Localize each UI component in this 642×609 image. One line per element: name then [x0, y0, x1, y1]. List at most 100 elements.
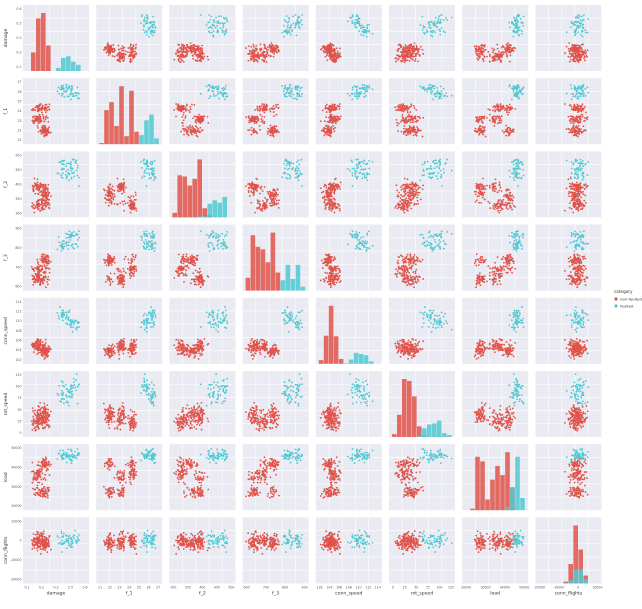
point-non-faulted: [34, 115, 36, 118]
point-non-faulted: [409, 133, 412, 135]
point-non-faulted: [496, 43, 499, 46]
point-non-faulted: [508, 44, 511, 46]
point-non-faulted: [397, 48, 400, 51]
hist-bar-faulted: [76, 64, 81, 71]
point-non-faulted: [46, 187, 49, 190]
point-faulted: [351, 98, 354, 101]
point-non-faulted: [106, 44, 109, 47]
point-faulted: [287, 173, 289, 176]
point-non-faulted: [124, 186, 127, 189]
point-non-faulted: [250, 55, 252, 58]
point-non-faulted: [194, 45, 197, 48]
point-faulted: [576, 15, 579, 18]
point-faulted: [295, 34, 298, 37]
point-non-faulted: [201, 44, 203, 47]
panel-0-7: [535, 5, 602, 71]
point-non-faulted: [133, 208, 136, 211]
point-faulted: [298, 27, 301, 30]
point-non-faulted: [473, 45, 476, 48]
point-faulted: [581, 30, 584, 33]
point-non-faulted: [36, 118, 39, 120]
point-non-faulted: [176, 55, 179, 57]
point-non-faulted: [33, 211, 36, 214]
point-non-faulted: [122, 53, 125, 56]
point-non-faulted: [396, 124, 399, 127]
point-non-faulted: [191, 130, 194, 133]
point-non-faulted: [184, 127, 186, 130]
point-non-faulted: [275, 191, 278, 194]
point-non-faulted: [412, 58, 414, 61]
point-non-faulted: [477, 120, 480, 122]
point-non-faulted: [50, 131, 52, 134]
point-faulted: [584, 29, 587, 31]
point-non-faulted: [330, 126, 333, 128]
point-non-faulted: [331, 205, 334, 208]
hist-bar-non-faulted: [182, 176, 187, 218]
point-faulted: [286, 26, 289, 29]
point-non-faulted: [32, 115, 35, 118]
point-non-faulted: [406, 115, 409, 118]
point-non-faulted: [38, 115, 41, 118]
point-non-faulted: [173, 109, 176, 111]
hist-bar-non-faulted: [202, 208, 207, 218]
point-non-faulted: [405, 197, 408, 200]
point-non-faulted: [323, 46, 326, 49]
hist-bar-faulted: [207, 203, 212, 218]
point-non-faulted: [45, 107, 48, 109]
point-non-faulted: [499, 109, 502, 112]
point-non-faulted: [325, 116, 328, 118]
point-non-faulted: [41, 186, 44, 189]
point-non-faulted: [396, 58, 399, 61]
point-non-faulted: [398, 103, 400, 106]
point-non-faulted: [505, 108, 508, 111]
point-non-faulted: [492, 106, 495, 108]
point-non-faulted: [409, 126, 411, 128]
point-faulted: [351, 93, 354, 95]
point-non-faulted: [506, 113, 509, 116]
panel-1-4: [315, 78, 382, 145]
point-non-faulted: [275, 199, 278, 202]
point-faulted: [357, 20, 360, 23]
point-faulted: [284, 84, 286, 87]
point-non-faulted: [108, 189, 111, 192]
point-faulted: [569, 26, 572, 29]
point-non-faulted: [43, 189, 46, 192]
point-non-faulted: [129, 211, 132, 214]
point-non-faulted: [42, 124, 45, 127]
point-non-faulted: [199, 118, 201, 120]
point-non-faulted: [508, 46, 511, 49]
point-non-faulted: [250, 201, 253, 204]
point-non-faulted: [570, 129, 572, 132]
point-non-faulted: [581, 103, 584, 106]
hist-bar-faulted: [139, 135, 144, 145]
point-non-faulted: [247, 189, 250, 192]
point-non-faulted: [131, 205, 133, 208]
point-faulted: [199, 14, 202, 16]
point-faulted: [445, 92, 447, 95]
hist-bar-non-faulted: [36, 18, 41, 71]
point-faulted: [361, 160, 364, 163]
point-non-faulted: [196, 126, 198, 129]
point-non-faulted: [500, 115, 503, 117]
point-faulted: [148, 35, 150, 38]
point-non-faulted: [586, 116, 589, 118]
point-non-faulted: [402, 133, 405, 135]
point-non-faulted: [200, 120, 202, 122]
point-non-faulted: [330, 44, 333, 46]
point-faulted: [300, 158, 303, 161]
point-non-faulted: [330, 113, 333, 116]
point-faulted: [140, 22, 142, 25]
point-non-faulted: [32, 189, 35, 192]
point-non-faulted: [333, 211, 336, 214]
point-non-faulted: [32, 122, 35, 124]
point-non-faulted: [491, 47, 494, 50]
point-non-faulted: [415, 48, 418, 51]
point-non-faulted: [269, 204, 272, 207]
point-non-faulted: [407, 133, 409, 136]
point-non-faulted: [325, 184, 328, 187]
point-faulted: [290, 161, 292, 164]
point-non-faulted: [183, 129, 186, 132]
point-faulted: [60, 163, 63, 165]
point-non-faulted: [339, 181, 342, 184]
